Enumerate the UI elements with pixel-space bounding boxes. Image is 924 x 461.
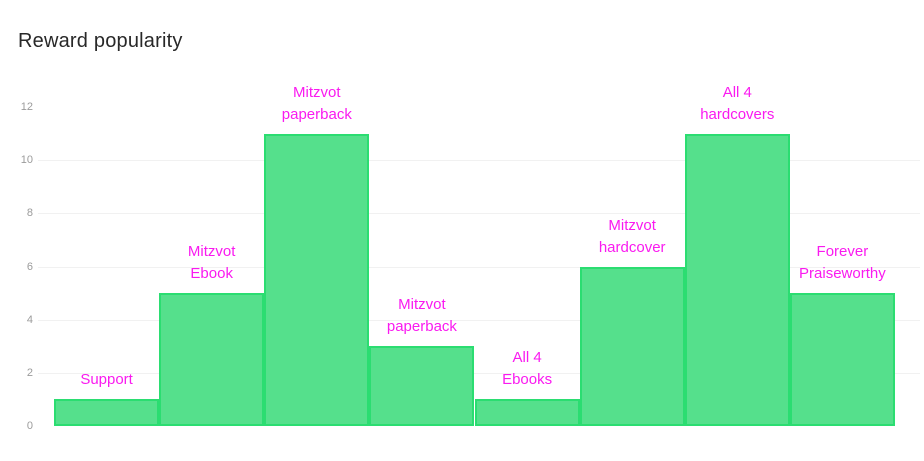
bar-mitzvot-hardcover [579, 266, 685, 426]
gridline-y-10 [38, 160, 920, 161]
y-axis-tick-label: 12 [20, 101, 33, 113]
gridline-y-6 [38, 267, 920, 268]
bar-mitzvot-paperback [369, 346, 475, 427]
y-axis-tick-label: 4 [26, 314, 33, 326]
chart-title: Reward popularity [18, 30, 183, 52]
y-axis-tick-label: 8 [26, 207, 33, 219]
bar-all-4-ebooks [474, 399, 580, 426]
gridline-y-2 [38, 373, 920, 374]
y-axis-tick-label: 0 [26, 420, 33, 432]
y-axis-tick-label: 6 [26, 261, 33, 273]
bar-mitzvot-ebook [159, 293, 265, 426]
bar-mitzvot-paperback [264, 133, 370, 426]
bar-support [54, 399, 160, 426]
gridline-y-4 [38, 320, 920, 321]
bar-all-4-hardcovers [684, 133, 790, 426]
y-axis-tick-label: 2 [26, 367, 33, 379]
bar-label: Mitzvot paperback [281, 83, 352, 123]
gridline-y-8 [38, 213, 920, 214]
bar-label: All 4 hardcovers [700, 83, 775, 123]
bar-forever-praiseworthy [789, 293, 895, 426]
y-axis-tick-label: 10 [20, 154, 33, 166]
